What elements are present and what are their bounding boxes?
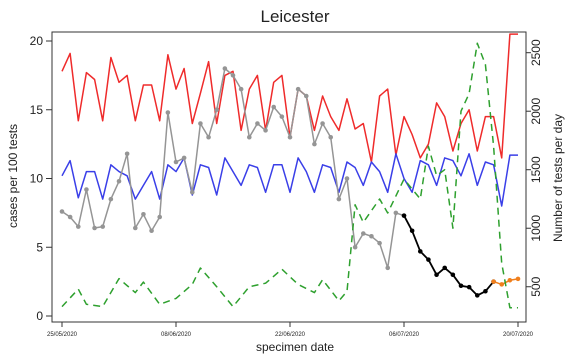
data-point bbox=[157, 214, 163, 220]
x-axis: 25/05/2020 08/06/2020 22/06/2020 06/07/2020… bbox=[47, 322, 534, 338]
data-point bbox=[181, 155, 187, 161]
series-line-5 bbox=[61, 42, 518, 309]
data-point bbox=[377, 240, 382, 246]
data-point bbox=[59, 209, 65, 214]
data-point bbox=[474, 293, 480, 298]
x-axis-label: specimen date bbox=[256, 340, 334, 354]
left-y-tick-label: 15 bbox=[30, 103, 44, 117]
left-y-tick-label: 5 bbox=[36, 240, 43, 254]
data-point bbox=[246, 134, 252, 140]
data-point bbox=[450, 272, 456, 278]
data-point bbox=[360, 231, 366, 236]
data-point bbox=[434, 272, 439, 278]
y-axis-left-label: cases per 100 tests bbox=[6, 124, 20, 228]
data-point bbox=[124, 151, 130, 157]
x-tick-label: 22/06/2020 bbox=[275, 332, 306, 338]
data-point bbox=[279, 114, 285, 119]
right-y-axis: 500 1000 1500 2000 2500 bbox=[526, 39, 543, 297]
data-point bbox=[206, 134, 211, 140]
data-point bbox=[515, 276, 521, 282]
data-point bbox=[173, 159, 179, 165]
left-y-axis: 0 5 10 15 20 bbox=[30, 34, 52, 323]
data-point bbox=[491, 279, 496, 284]
right-y-tick-label: 1000 bbox=[529, 215, 543, 242]
data-point bbox=[230, 73, 236, 78]
data-point bbox=[189, 189, 195, 195]
data-point bbox=[108, 196, 114, 202]
data-point bbox=[344, 176, 350, 181]
data-point bbox=[92, 225, 97, 231]
data-point bbox=[295, 86, 301, 92]
left-y-tick-label: 10 bbox=[30, 172, 44, 186]
data-point bbox=[328, 134, 334, 140]
right-y-tick-label: 500 bbox=[529, 276, 543, 296]
data-point bbox=[320, 121, 325, 126]
data-point bbox=[426, 257, 431, 262]
series-line-3 bbox=[403, 215, 495, 297]
data-point bbox=[198, 121, 203, 126]
data-point bbox=[100, 224, 106, 229]
data-point bbox=[165, 110, 171, 115]
data-point bbox=[466, 284, 472, 290]
data-point bbox=[417, 249, 423, 254]
data-point bbox=[401, 213, 407, 218]
series-layer bbox=[59, 33, 521, 309]
data-point bbox=[132, 225, 138, 231]
chart-title: Leicester bbox=[261, 7, 330, 26]
data-point bbox=[409, 228, 415, 234]
data-point bbox=[67, 214, 73, 220]
data-point bbox=[499, 282, 505, 287]
data-point bbox=[369, 233, 374, 239]
left-y-tick-label: 0 bbox=[36, 309, 43, 323]
x-tick-label: 06/07/2020 bbox=[389, 332, 420, 338]
data-point bbox=[263, 128, 268, 133]
x-tick-label: 08/06/2020 bbox=[161, 332, 192, 338]
data-point bbox=[214, 107, 220, 113]
data-point bbox=[255, 121, 260, 126]
right-y-tick-label: 2500 bbox=[529, 39, 543, 66]
data-point bbox=[84, 187, 89, 192]
data-point bbox=[458, 283, 464, 289]
data-point bbox=[271, 104, 277, 110]
data-point bbox=[336, 196, 342, 202]
data-point bbox=[393, 210, 399, 216]
y-axis-right-label: Number of tests per day bbox=[551, 114, 565, 242]
series-line-1 bbox=[61, 153, 518, 207]
data-point bbox=[149, 228, 154, 234]
right-y-tick-label: 2000 bbox=[529, 98, 543, 125]
data-point bbox=[483, 288, 488, 294]
series-line-0 bbox=[61, 33, 518, 163]
x-tick-label: 20/07/2020 bbox=[503, 332, 534, 338]
data-point bbox=[287, 134, 293, 140]
data-point bbox=[141, 211, 146, 217]
data-point bbox=[222, 66, 228, 71]
data-point bbox=[352, 244, 358, 250]
data-point bbox=[385, 265, 391, 271]
x-tick-label: 25/05/2020 bbox=[47, 332, 78, 338]
plot-frame bbox=[51, 31, 527, 323]
left-y-tick-label: 20 bbox=[30, 34, 44, 48]
data-point bbox=[507, 277, 513, 283]
data-point bbox=[312, 141, 317, 147]
data-point bbox=[238, 86, 244, 92]
data-point bbox=[303, 93, 309, 99]
data-point bbox=[116, 178, 122, 184]
data-point bbox=[75, 224, 81, 229]
right-y-tick-label: 1500 bbox=[529, 156, 543, 183]
data-point bbox=[442, 265, 448, 271]
